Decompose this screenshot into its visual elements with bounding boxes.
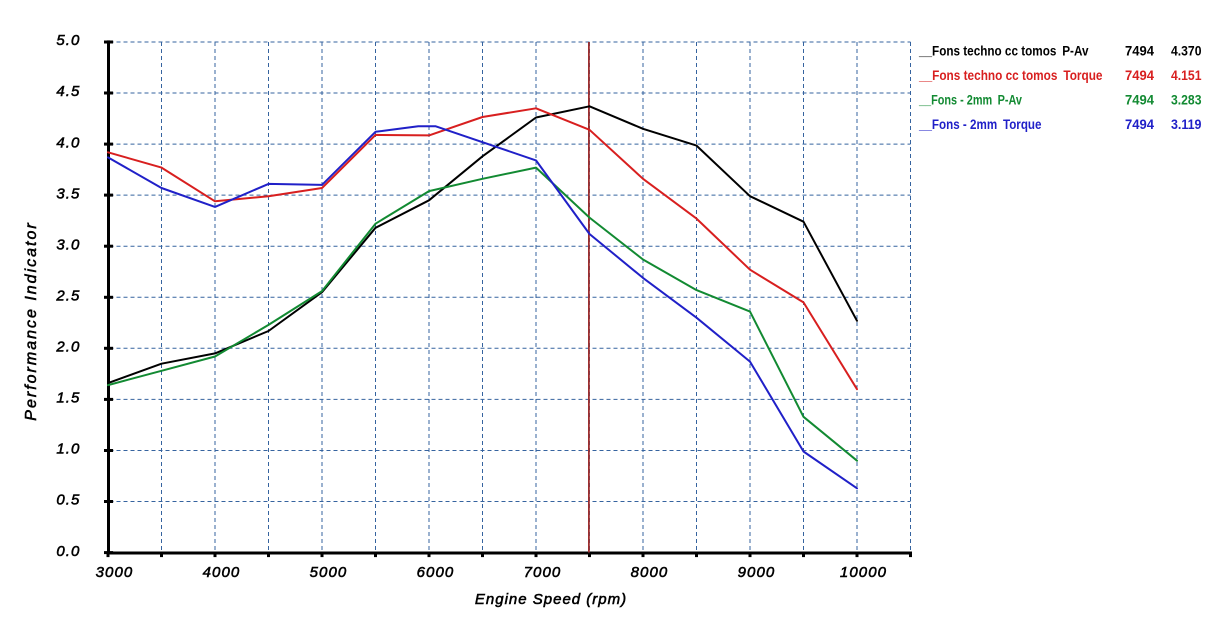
svg-text:5.0: 5.0 — [56, 32, 80, 49]
svg-text:Performance Indicator: Performance Indicator — [23, 221, 40, 420]
svg-text:4.0: 4.0 — [56, 134, 80, 151]
svg-text:1.0: 1.0 — [56, 441, 80, 458]
svg-text:9000: 9000 — [738, 564, 776, 581]
svg-text:__Fons techno cc tomos Torque: __Fons techno cc tomos Torque — [918, 68, 1103, 83]
svg-text:__Fons - 2mm P-Av: __Fons - 2mm P-Av — [918, 93, 1022, 108]
svg-text:3.0: 3.0 — [56, 236, 80, 253]
svg-text:7494: 7494 — [1125, 117, 1154, 132]
svg-text:2.0: 2.0 — [55, 339, 80, 356]
svg-text:7494: 7494 — [1125, 44, 1154, 59]
svg-text:6000: 6000 — [417, 564, 455, 581]
svg-text:4000: 4000 — [203, 564, 241, 581]
svg-text:0.5: 0.5 — [56, 492, 80, 509]
svg-text:10000: 10000 — [840, 564, 887, 581]
svg-text:1.5: 1.5 — [56, 390, 80, 407]
svg-text:3.119: 3.119 — [1171, 117, 1202, 132]
svg-text:__Fons techno cc tomos P-Av: __Fons techno cc tomos P-Av — [918, 44, 1089, 59]
svg-text:7494: 7494 — [1125, 93, 1154, 108]
svg-text:__Fons - 2mm Torque: __Fons - 2mm Torque — [918, 117, 1042, 132]
svg-text:3000: 3000 — [96, 564, 134, 581]
svg-text:3.5: 3.5 — [56, 185, 80, 202]
svg-text:0.0: 0.0 — [56, 543, 80, 560]
svg-text:3.283: 3.283 — [1171, 93, 1202, 108]
svg-text:4.5: 4.5 — [56, 83, 80, 100]
svg-text:5000: 5000 — [310, 564, 348, 581]
svg-text:2.5: 2.5 — [55, 288, 80, 305]
svg-text:7494: 7494 — [1125, 68, 1154, 83]
svg-text:8000: 8000 — [631, 564, 669, 581]
svg-text:Engine Speed (rpm): Engine Speed (rpm) — [475, 591, 627, 608]
svg-text:4.151: 4.151 — [1171, 68, 1202, 83]
svg-text:4.370: 4.370 — [1171, 44, 1202, 59]
svg-text:7000: 7000 — [524, 564, 562, 581]
